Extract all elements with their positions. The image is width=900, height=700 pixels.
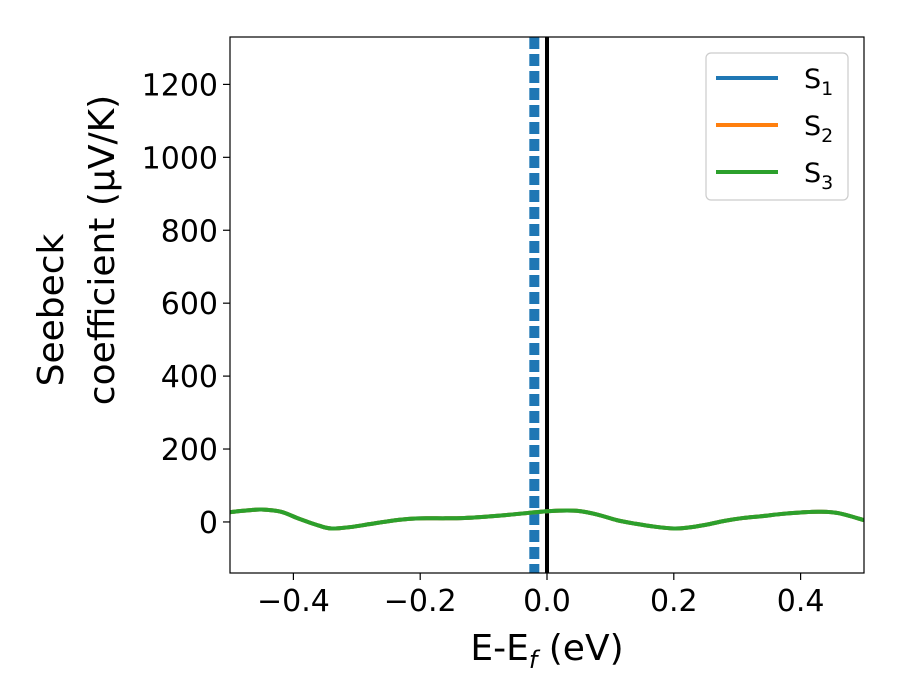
y-axis-title-line2: coefficient (μV/K)	[82, 95, 123, 405]
y-axis-title-line1: Seebeck	[31, 233, 72, 386]
legend-label-subscript: 2	[821, 125, 833, 147]
axes: −0.4 −0.2 0.0 0.2 0.4 0 200 400 600 800 1000 1200 E-…	[31, 36, 865, 674]
legend-label-main: S	[804, 111, 821, 142]
series-line-s3	[230, 507, 864, 531]
legend-label-s3: S3	[804, 158, 833, 194]
y-tick-label: 600	[161, 287, 218, 322]
legend-label-main: S	[804, 64, 821, 95]
x-tick-label: −0.2	[384, 584, 457, 619]
y-tick-label: 1000	[142, 141, 218, 176]
legend-label-subscript: 3	[821, 172, 833, 194]
plot-area	[230, 37, 864, 573]
plot-contents	[230, 37, 864, 573]
y-tick-label: 800	[161, 214, 218, 249]
y-tick-label: 0	[199, 506, 218, 541]
legend-label-s2: S2	[804, 111, 833, 147]
x-axis-title-unit: (eV)	[537, 628, 623, 669]
x-tick-label: 0.2	[650, 584, 698, 619]
y-tick-label: 1200	[142, 68, 218, 103]
x-tick-label: −0.4	[257, 584, 330, 619]
x-axis-title: E-Ef (eV)	[470, 628, 623, 674]
x-tick-label: 0.0	[523, 584, 571, 619]
legend-label-main: S	[804, 158, 821, 189]
x-tick-label: 0.4	[777, 584, 825, 619]
legend-label-s1: S1	[804, 64, 833, 100]
y-tick-label: 200	[161, 433, 218, 468]
y-tick-label: 400	[161, 360, 218, 395]
x-axis-title-main: E-E	[470, 628, 528, 669]
legend-label-subscript: 1	[821, 78, 833, 100]
